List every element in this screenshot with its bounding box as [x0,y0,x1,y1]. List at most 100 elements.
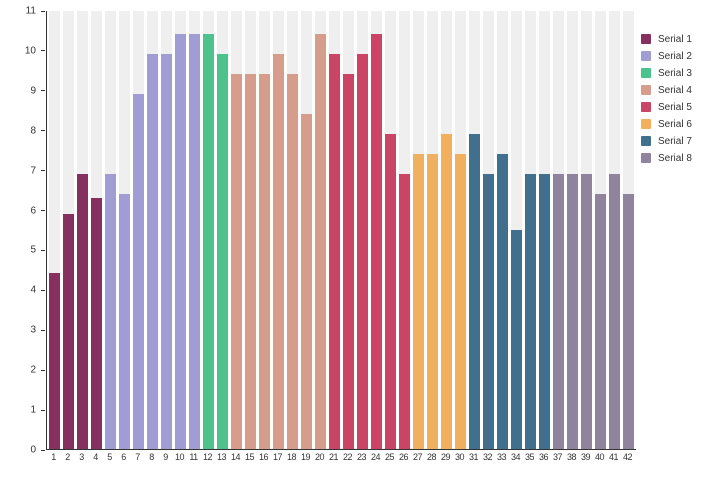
bar-serial-7[interactable] [525,173,536,449]
x-tick-label: 15 [244,452,255,462]
bar-serial-7[interactable] [539,173,550,449]
legend-label: Serial 8 [658,152,692,164]
x-tick-label: 5 [107,452,112,462]
bar-serial-8[interactable] [595,193,606,449]
bar-serial-5[interactable] [329,53,340,449]
bar-serial-7[interactable] [483,173,494,449]
bar-slot [119,11,130,449]
bar-serial-8[interactable] [567,173,578,449]
bar-serial-3[interactable] [217,53,228,449]
bar-serial-1[interactable] [63,213,74,449]
bar-serial-5[interactable] [357,53,368,449]
x-tick-label: 9 [163,452,168,462]
bar-serial-7[interactable] [497,153,508,449]
bar-slot [91,11,102,449]
bar-serial-4[interactable] [287,73,298,449]
bar-serial-3[interactable] [203,33,214,449]
x-tick-label: 37 [552,452,563,462]
bar-serial-1[interactable] [77,173,88,449]
bar-serial-4[interactable] [259,73,270,449]
legend-item-serial-1[interactable]: Serial 1 [641,34,692,45]
bar-serial-7[interactable] [511,229,522,449]
legend-item-serial-5[interactable]: Serial 5 [641,101,692,113]
y-tick-label: 10 [24,45,36,57]
bar-slot [301,11,312,449]
y-tick-label: 5 [30,244,36,256]
legend-swatch [641,68,651,78]
x-tick-label: 14 [230,452,241,462]
legend-item-serial-6[interactable]: Serial 6 [641,118,692,130]
bar-serial-6[interactable] [441,133,452,449]
bar-serial-5[interactable] [399,173,410,449]
y-tick-mark [41,170,45,172]
bar-serial-4[interactable] [301,113,312,449]
bar-serial-2[interactable] [147,53,158,449]
bar-serial-7[interactable] [469,133,480,449]
bar-serial-4[interactable] [245,73,256,449]
bar-serial-1[interactable] [49,273,60,449]
x-tick-label: 33 [496,452,507,462]
bar-serial-5[interactable] [343,73,354,449]
bar-serial-5[interactable] [371,33,382,449]
bar-slot [595,11,606,449]
bar-serial-4[interactable] [315,33,326,449]
legend-item-serial-8[interactable]: Serial 8 [641,152,692,164]
legend-swatch [641,34,651,44]
legend-label: Serial 6 [658,118,692,130]
bar-slot [315,11,326,449]
x-tick-label: 8 [149,452,154,462]
bar-slot [63,11,74,449]
bar-serial-2[interactable] [133,93,144,449]
bar-serial-5[interactable] [385,133,396,449]
x-tick-label: 1 [51,452,56,462]
bar-serial-2[interactable] [189,33,200,449]
y-tick-label: 4 [30,284,36,296]
bar-serial-8[interactable] [553,173,564,449]
bar-slot [553,11,564,449]
bar-serial-2[interactable] [175,33,186,449]
bar-slot [427,11,438,449]
bar-slot [539,11,550,449]
y-tick-mark [41,369,45,371]
y-tick-label: 8 [30,125,36,137]
bar-slot [511,11,522,449]
bar-serial-1[interactable] [91,197,102,449]
legend-item-serial-7[interactable]: Serial 7 [641,136,692,147]
y-tick-label: 0 [30,444,36,456]
bar-serial-6[interactable] [413,153,424,449]
x-tick-label: 22 [342,452,353,462]
bar-slot [329,11,340,449]
bar-slot [105,11,116,449]
bar-slot [77,11,88,449]
x-tick-label: 18 [286,452,297,462]
bar-serial-4[interactable] [231,73,242,449]
legend-item-serial-3[interactable]: Serial 3 [641,68,692,79]
bar-background-band [49,11,60,449]
x-tick-label: 34 [510,452,521,462]
y-tick-mark [41,130,45,132]
bar-serial-4[interactable] [273,53,284,449]
bar-serial-8[interactable] [609,173,620,449]
y-tick-mark [41,409,45,411]
legend-item-serial-2[interactable]: Serial 2 [641,51,692,62]
bar-serial-8[interactable] [623,193,634,449]
x-tick-label: 12 [202,452,213,462]
x-tick-label: 30 [454,452,465,462]
bar-serial-6[interactable] [455,153,466,449]
y-tick-label: 2 [30,364,36,376]
x-tick-label: 21 [328,452,339,462]
bar-serial-2[interactable] [119,193,130,449]
y-tick-mark [41,289,45,291]
legend-label: Serial 5 [658,101,692,113]
x-tick-label: 4 [93,452,98,462]
bar-serial-2[interactable] [161,53,172,449]
x-tick-label: 6 [121,452,126,462]
legend-swatch [641,85,651,95]
y-tick-label: 3 [30,324,36,336]
bar-serial-2[interactable] [105,173,116,449]
legend-item-serial-4[interactable]: Serial 4 [641,85,692,96]
bar-serial-8[interactable] [581,173,592,449]
bar-serial-6[interactable] [427,153,438,449]
legend-swatch [641,51,651,61]
x-tick-label: 40 [594,452,605,462]
